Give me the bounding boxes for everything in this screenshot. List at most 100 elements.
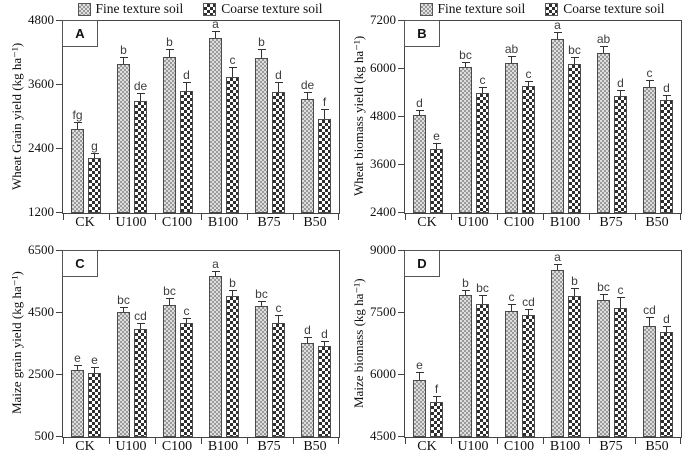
y-tick-label: 2400	[370, 204, 396, 219]
error-bar	[415, 110, 424, 115]
bar-slot: c	[180, 251, 193, 437]
y-tick-mark	[56, 374, 62, 375]
x-tick-mark	[109, 438, 110, 444]
coarse-texture-bar	[568, 296, 581, 437]
bar-slot: f	[318, 21, 331, 213]
significance-letter: e	[416, 358, 423, 372]
y-tick-label: 7500	[370, 304, 396, 319]
bar-slot: c	[272, 251, 285, 437]
significance-letter: d	[321, 327, 328, 341]
bar-slot: b	[117, 21, 130, 213]
bar-group-u100: bc c	[451, 21, 497, 213]
coarse-texture-bar	[430, 402, 443, 437]
x-category-label: CK	[417, 215, 437, 230]
fine-texture-bar	[597, 53, 610, 213]
legend: Fine texture soil Coarse texture soil	[394, 1, 685, 17]
coarse-texture-bar	[614, 308, 627, 437]
bar-slot: cd	[134, 251, 147, 437]
fine-texture-bar	[301, 343, 314, 437]
x-tick-mark	[497, 214, 498, 220]
significance-letter: b	[229, 276, 236, 290]
significance-letter: e	[91, 353, 98, 367]
significance-letter: a	[212, 257, 219, 271]
bar-slot: cd	[522, 251, 535, 437]
x-category-label: B75	[257, 439, 281, 454]
fine-texture-bar	[551, 270, 564, 437]
significance-letter: f	[434, 382, 439, 396]
fine-texture-bar	[71, 370, 84, 437]
y-tick-mark	[398, 212, 404, 213]
significance-letter: a	[554, 250, 561, 264]
y-tick-mark	[56, 20, 62, 21]
x-category-label: B100	[207, 439, 239, 454]
x-tick-mark	[543, 438, 544, 444]
legend-item-fine: Fine texture soil	[419, 1, 526, 17]
bar-slot: c	[614, 251, 627, 437]
fine-texture-bar	[459, 295, 472, 437]
bar-slot: b	[226, 251, 239, 437]
y-tick-label: 2500	[28, 366, 54, 381]
error-bar	[461, 62, 470, 67]
x-category-label: C100	[161, 439, 193, 454]
error-bar	[119, 307, 128, 312]
error-bar	[524, 309, 533, 315]
error-bar	[257, 301, 266, 306]
fine-texture-bar	[255, 306, 268, 437]
coarse-texture-bar	[614, 96, 627, 213]
y-tick-label: 6500	[28, 242, 54, 257]
y-tick-mark	[56, 212, 62, 213]
coarse-texture-bar	[476, 304, 489, 437]
bar-group-b50: de f	[293, 21, 339, 213]
bar-slot: b	[163, 21, 176, 213]
error-bar	[478, 87, 487, 93]
y-tick-mark	[398, 374, 404, 375]
panel-label-box: A	[62, 20, 98, 47]
coarse-texture-bar	[568, 64, 581, 213]
x-category-label: U100	[115, 439, 147, 454]
bar-slot: a	[209, 251, 222, 437]
fine-texture-bar	[117, 64, 130, 213]
y-tick-mark	[398, 436, 404, 437]
x-category-label: B75	[599, 439, 623, 454]
x-category-label: U100	[457, 215, 489, 230]
y-tick-mark	[56, 84, 62, 85]
bar-slot: e	[413, 251, 426, 437]
coarse-texture-bar	[476, 93, 489, 213]
significance-letter: e	[433, 129, 440, 143]
y-tick-label: 4800	[370, 108, 396, 123]
significance-letter: fg	[72, 108, 83, 122]
x-tick-mark	[635, 438, 636, 444]
legend-label: Fine texture soil	[437, 1, 526, 16]
bar-slot: ab	[597, 21, 610, 213]
bar-slot: a	[209, 18, 222, 213]
error-bar	[228, 67, 237, 77]
x-category-label: C100	[503, 439, 535, 454]
fine-texture-bar	[163, 305, 176, 437]
bar-slot: c	[226, 21, 239, 213]
significance-letter: e	[74, 351, 81, 365]
significance-letter: d	[617, 76, 624, 90]
x-axis-labels: CK U100 C100 B100 B75 B50	[62, 439, 338, 455]
x-tick-mark	[201, 214, 202, 220]
bar-slot: c	[643, 21, 656, 213]
bar-slot: b	[255, 21, 268, 213]
x-tick-mark	[63, 438, 64, 444]
fine-texture-swatch-icon	[419, 2, 433, 16]
error-bar	[432, 396, 441, 402]
significance-letter: cd	[134, 309, 147, 323]
coarse-texture-swatch-icon	[203, 2, 217, 16]
fine-texture-bar	[459, 67, 472, 213]
significance-letter: b	[462, 276, 469, 290]
fine-texture-bar	[643, 87, 656, 213]
x-tick-mark	[451, 214, 452, 220]
x-tick-mark	[338, 438, 339, 444]
bar-slot: bc	[255, 251, 268, 437]
significance-letter: c	[479, 73, 486, 87]
